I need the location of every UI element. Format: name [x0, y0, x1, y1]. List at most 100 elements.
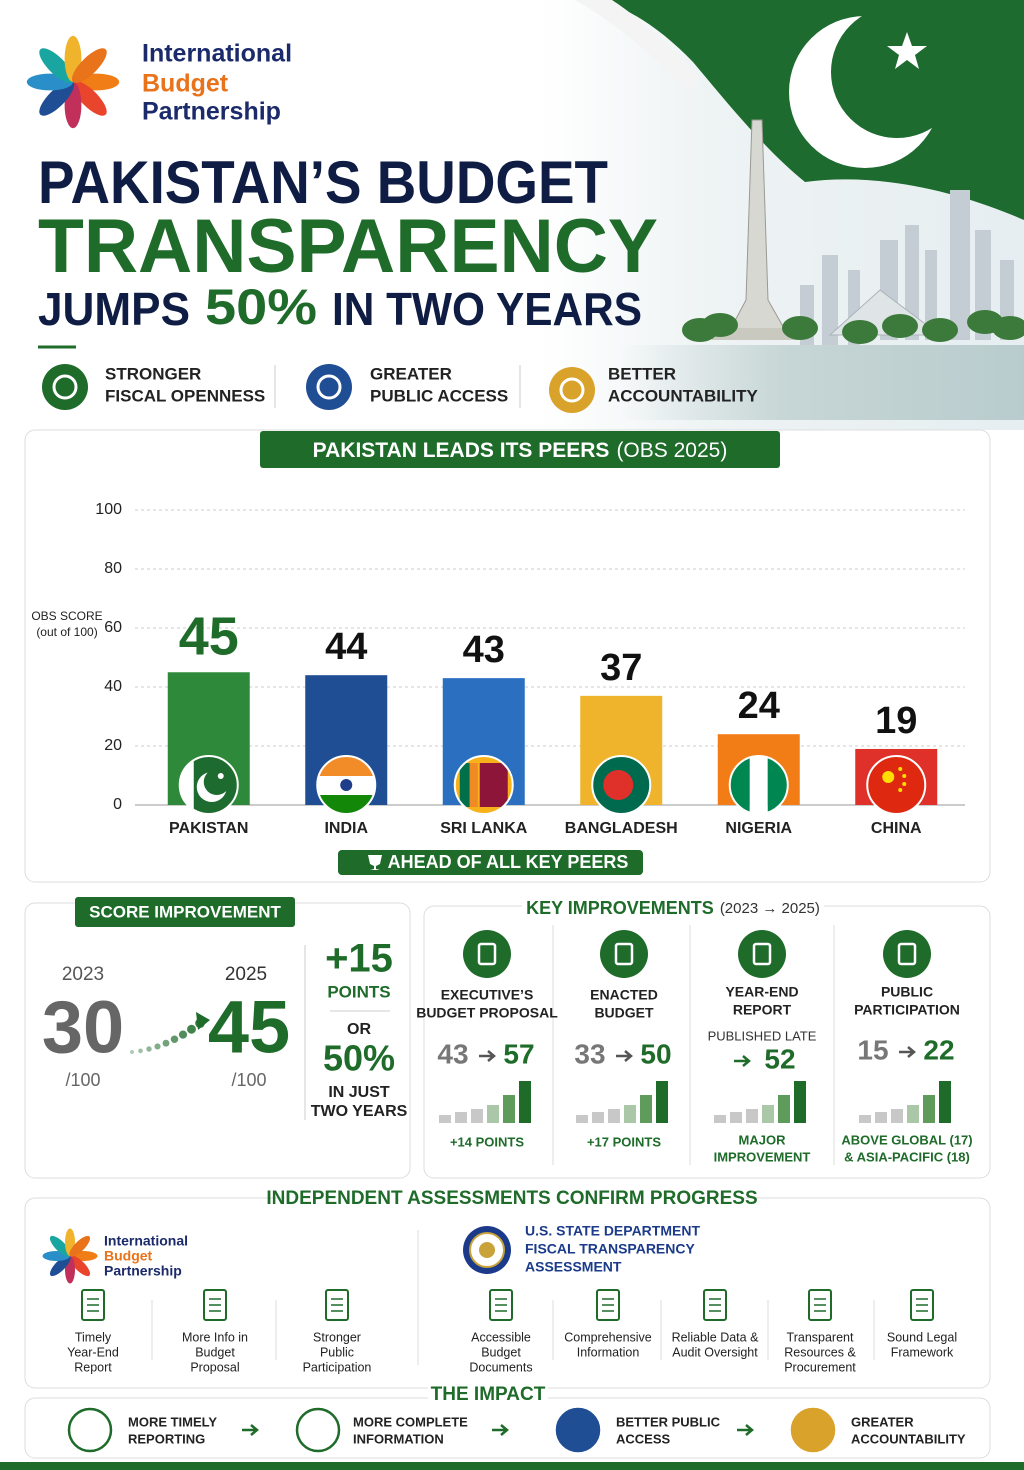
logo-petal — [69, 1235, 91, 1257]
y-tick-label: 60 — [104, 619, 122, 636]
subtitle: IN TWO YEARS — [332, 283, 642, 335]
mini-bar — [487, 1105, 499, 1123]
flag-part — [867, 756, 926, 814]
title-bg — [428, 1384, 548, 1406]
mini-bar — [714, 1115, 726, 1123]
tree — [922, 318, 958, 342]
flag — [592, 756, 651, 814]
value-label: 45 — [179, 607, 239, 667]
impact-icon — [555, 1407, 601, 1453]
impact-text: GREATER — [851, 1414, 914, 1429]
arrow — [899, 1046, 916, 1058]
impact-text: ACCESS — [616, 1431, 671, 1446]
mini-bar — [730, 1112, 742, 1123]
arrow — [242, 1424, 259, 1436]
subtitle-highlight: 50% — [205, 279, 317, 335]
key-title: KEY IMPROVEMENTS (2023 → 2025) — [526, 898, 820, 918]
title-bg — [285, 1188, 739, 1210]
percent-note: TWO YEARS — [311, 1103, 408, 1120]
subtitle: JUMPS — [38, 283, 190, 335]
assess-item: Framework — [891, 1345, 954, 1359]
flag-part — [340, 779, 353, 791]
year: 2023 — [62, 964, 104, 985]
highlight-icon — [42, 364, 88, 410]
flag-part — [767, 756, 788, 814]
tree — [842, 320, 878, 344]
assess-item: Sound Legal — [887, 1330, 957, 1344]
mini-bar — [624, 1105, 636, 1123]
item-to: 52 — [764, 1043, 795, 1074]
org-name: International — [104, 1233, 188, 1249]
impact-title: THE IMPACT — [431, 1384, 546, 1405]
y-tick-label: 100 — [95, 501, 122, 518]
item-label: REPORT — [733, 1002, 792, 1018]
mini-bar — [762, 1105, 774, 1123]
org-name: Budget — [104, 1248, 153, 1264]
logo-petal — [39, 80, 75, 116]
arrow — [616, 1050, 633, 1062]
trophy — [368, 855, 382, 870]
bottom-strip — [0, 1462, 1024, 1470]
y-tick-label: 80 — [104, 560, 122, 577]
mini-bar — [891, 1109, 903, 1123]
chart-title-note: (OBS 2025) — [616, 439, 727, 462]
agency-name: U.S. STATE DEPARTMENT — [525, 1223, 700, 1239]
skyline — [950, 190, 970, 340]
flag — [454, 756, 513, 814]
flag-ring — [591, 755, 652, 815]
mini-bar — [907, 1105, 919, 1123]
score: 45 — [208, 986, 290, 1069]
item-icon — [883, 930, 931, 978]
line-icon — [203, 1289, 227, 1321]
line-icon — [596, 1289, 620, 1321]
title: TRANSPARENCY — [38, 204, 658, 289]
item-to: 50 — [640, 1038, 671, 1069]
mini-bar — [923, 1095, 935, 1123]
highlight-text: STRONGER — [105, 364, 201, 383]
y-tick-label: 0 — [113, 796, 122, 813]
line-icon — [808, 1289, 832, 1321]
mini-bar — [592, 1112, 604, 1123]
progress-dot — [178, 1030, 188, 1039]
skyline — [925, 250, 937, 340]
impact-text: MORE COMPLETE — [353, 1414, 468, 1429]
item-label: PARTICIPATION — [854, 1002, 960, 1018]
assess-item: Budget — [195, 1345, 235, 1359]
x-tick-label: CHINA — [871, 820, 922, 837]
mini-bar — [519, 1081, 531, 1123]
org-name: International — [142, 40, 292, 68]
value-label: 37 — [600, 647, 642, 689]
chart-panel — [24, 429, 991, 883]
assess-item: Procurement — [784, 1360, 856, 1374]
assess-item: Documents — [469, 1360, 532, 1374]
percent-note: IN JUST — [328, 1084, 390, 1101]
tree — [992, 316, 1024, 340]
progress-dot — [130, 1050, 134, 1054]
flag-part — [898, 767, 903, 771]
item-from: 33 — [574, 1038, 605, 1069]
item-label: BUDGET — [594, 1005, 654, 1021]
flag-ring — [728, 755, 789, 815]
assess-item: Audit Oversight — [672, 1345, 758, 1359]
percent: 50% — [323, 1038, 395, 1079]
progress-arrowhead — [196, 1012, 210, 1030]
org-name: Budget — [142, 70, 229, 98]
score: 30 — [42, 986, 124, 1069]
x-tick-label: SRI LANKA — [440, 820, 528, 837]
item-label: BUDGET PROPOSAL — [416, 1005, 558, 1021]
mini-bar — [778, 1095, 790, 1123]
skyline — [822, 255, 838, 345]
org-name: Partnership — [142, 98, 281, 126]
assess-item: Participation — [303, 1360, 372, 1374]
flag-part — [317, 756, 376, 776]
mini-bar — [875, 1112, 887, 1123]
flag — [179, 756, 238, 814]
y-axis-label: OBS SCORE — [31, 609, 102, 623]
item-icon — [738, 930, 786, 978]
gain-unit: POINTS — [327, 982, 390, 1001]
arrow — [479, 1050, 496, 1062]
value-label: 24 — [738, 685, 780, 727]
assess-title: INDEPENDENT ASSESSMENTS CONFIRM PROGRESS — [266, 1188, 757, 1209]
assess-item: Stronger — [313, 1330, 361, 1344]
highlight-icon-glyph — [316, 374, 342, 400]
